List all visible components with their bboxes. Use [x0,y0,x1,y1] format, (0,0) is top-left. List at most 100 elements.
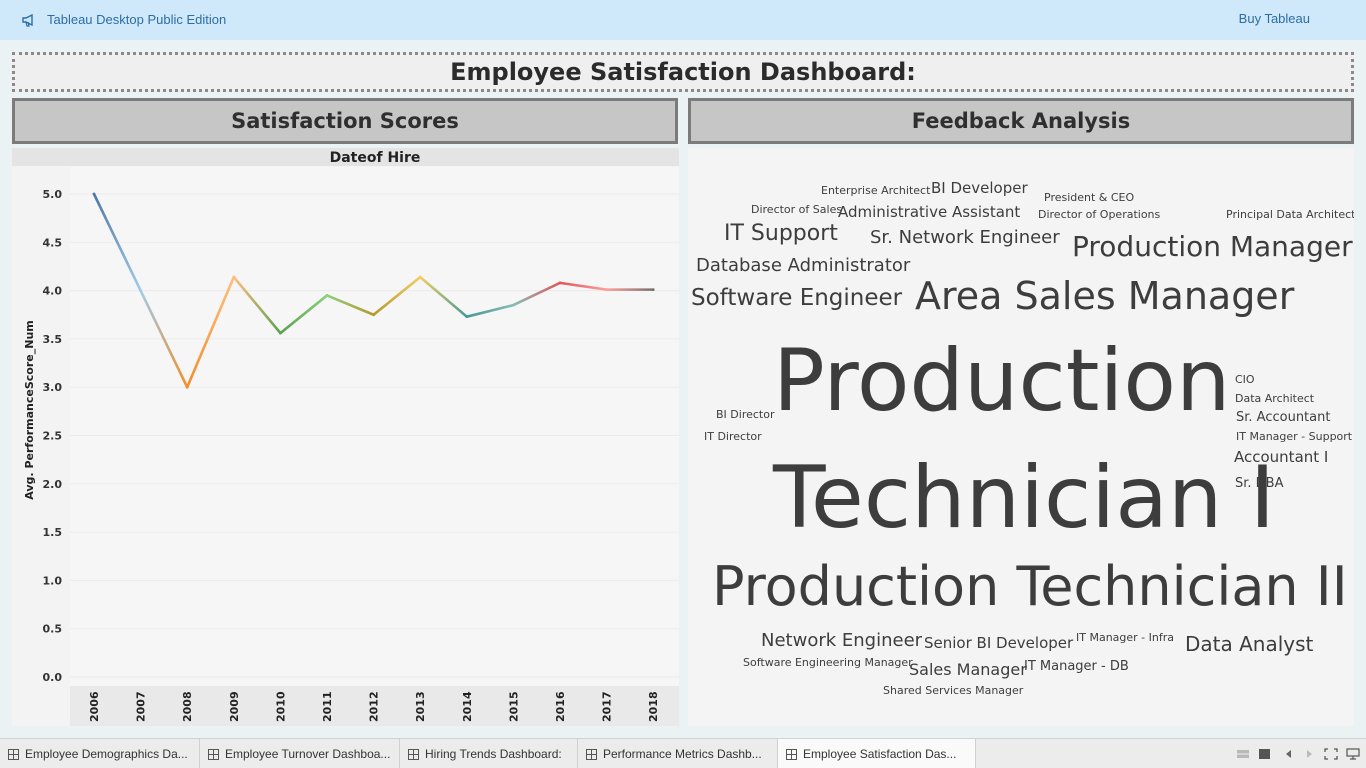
word-software-engineer[interactable]: Software Engineer [691,285,903,311]
word-accountant-i[interactable]: Accountant I [1234,448,1329,466]
word-sales-manager[interactable]: Sales Manager [909,660,1027,679]
word-director-of-sales[interactable]: Director of Sales [751,203,843,216]
data-point-2007[interactable] [139,289,142,292]
y-tick-label: 5.0 [43,188,63,201]
line-segment-2013-2014[interactable] [418,275,469,318]
x-tick-label: 2010 [274,691,287,722]
megaphone-icon[interactable] [21,12,37,28]
show-filmstrip-icon[interactable] [1236,748,1250,760]
word-area-sales-manager[interactable]: Area Sales Manager [915,274,1295,318]
data-point-2008[interactable] [185,385,189,389]
word-database-administrator[interactable]: Database Administrator [696,255,911,276]
word-sr-network-engineer[interactable]: Sr. Network Engineer [870,227,1060,248]
dashboard-grid-icon [208,748,219,760]
data-point-2012[interactable] [372,313,375,317]
sheet-tab-1[interactable]: Employee Demographics Da... [0,739,200,768]
data-point-2011[interactable] [325,294,329,297]
word-production[interactable]: Production [773,331,1231,431]
word-it-support[interactable]: IT Support [724,221,838,246]
fit-screen-icon[interactable] [1324,748,1338,760]
sheet-tab-2[interactable]: Employee Turnover Dashboa... [200,739,400,768]
word-cio[interactable]: CIO [1235,373,1255,386]
sheet-tab-3[interactable]: Hiring Trends Dashboard: [400,739,578,768]
line-segment-2008-2009[interactable] [185,275,236,389]
word-data-analyst[interactable]: Data Analyst [1185,632,1314,656]
word-software-engineering-manager[interactable]: Software Engineering Manager [743,656,913,669]
x-tick-label: 2018 [647,691,660,722]
word-it-manager-support[interactable]: IT Manager - Support [1236,430,1353,443]
line-segment-2014-2015[interactable] [465,303,515,318]
x-tick-label: 2008 [181,691,194,722]
data-point-2014[interactable] [465,315,469,319]
word-technician-i[interactable]: Technician I [773,448,1276,548]
line-segment-2010-2011[interactable] [279,294,329,335]
x-ticks: 2006 2007 2008 2009 2010 2011 2012 2013 2014 2015… [88,691,660,722]
y-tick-label: 3.5 [43,333,63,346]
chart-svg[interactable]: Dateof Hire Avg. PerformanceScore_Num 0.… [12,148,679,726]
show-tabs-icon[interactable] [1258,748,1272,760]
word-sr-accountant[interactable]: Sr. Accountant [1236,410,1331,425]
satisfaction-scores-header: Satisfaction Scores [12,98,678,144]
sheet-tab-5[interactable]: Employee Satisfaction Das... [778,739,976,768]
data-point-2009[interactable] [232,275,236,279]
word-administrative-assistant[interactable]: Administrative Assistant [838,203,1021,221]
x-tick-label: 2007 [135,691,148,722]
next-sheet-icon[interactable] [1302,748,1316,760]
data-point-2013[interactable] [418,275,422,279]
presentation-mode-icon[interactable] [1346,748,1360,760]
word-it-manager-db[interactable]: IT Manager - DB [1024,659,1129,674]
y-tick-label: 0.5 [43,623,63,636]
data-point-2016[interactable] [558,281,562,285]
word-it-manager-infra[interactable]: IT Manager - Infra [1076,631,1174,644]
line-segment-2011-2012[interactable] [325,294,375,317]
sheet-tab-bar: Employee Demographics Da... Employee Turn… [0,738,1366,768]
y-axis-label: Avg. PerformanceScore_Num [23,320,36,499]
y-tick-label: 1.0 [43,574,63,587]
sheet-tab-label: Employee Turnover Dashboa... [225,747,391,761]
x-tick-label: 2015 [507,691,520,722]
previous-sheet-icon[interactable] [1282,748,1296,760]
x-tick-label: 2006 [88,691,101,722]
chart-header-band [12,148,679,166]
line-segment-2007-2008[interactable] [139,289,189,389]
y-tick-label: 2.0 [43,478,63,491]
data-point-2006[interactable] [92,192,96,196]
word-shared-services-manager[interactable]: Shared Services Manager [883,684,1024,697]
x-tick-label: 2009 [228,691,241,722]
buy-tableau-link[interactable]: Buy Tableau [1238,11,1310,26]
word-bi-developer[interactable]: BI Developer [931,179,1028,197]
sheet-tab-label: Hiring Trends Dashboard: [425,747,562,761]
feedback-word-cloud[interactable]: Enterprise Architect BI Developer Presiden… [688,148,1354,726]
word-production-manager[interactable]: Production Manager [1072,230,1353,263]
data-point-2010[interactable] [279,331,282,335]
line-segment-2012-2013[interactable] [372,275,422,317]
line-segment-2009-2010[interactable] [232,275,282,335]
word-it-director[interactable]: IT Director [704,430,762,443]
series-line[interactable] [92,192,655,389]
data-point-2018[interactable] [651,288,655,292]
sheet-tab-4[interactable]: Performance Metrics Dashb... [578,739,778,768]
word-sr-dba[interactable]: Sr. DBA [1235,476,1284,491]
word-production-technician-ii[interactable]: Production Technician II [712,555,1348,618]
top-bar: Tableau Desktop Public Edition Buy Table… [0,0,1366,40]
word-network-engineer[interactable]: Network Engineer [761,630,923,651]
word-president-ceo[interactable]: President & CEO [1044,191,1135,204]
satisfaction-line-chart[interactable]: Dateof Hire Avg. PerformanceScore_Num 0.… [12,148,679,726]
word-senior-bi-developer[interactable]: Senior BI Developer [924,634,1074,652]
sheet-tab-label: Employee Demographics Da... [25,747,188,761]
line-segment-2016-2017[interactable] [558,281,608,291]
line-segment-2015-2016[interactable] [512,281,562,307]
word-bi-director[interactable]: BI Director [716,408,775,421]
line-segment-2006-2007[interactable] [92,192,142,292]
word-enterprise-architect[interactable]: Enterprise Architect [821,184,931,197]
word-director-of-operations[interactable]: Director of Operations [1038,208,1161,221]
data-point-2017[interactable] [605,288,608,292]
word-principal-data-architect[interactable]: Principal Data Architect [1226,208,1354,221]
word-data-architect[interactable]: Data Architect [1235,392,1315,405]
data-point-2015[interactable] [512,303,515,307]
x-tick-label: 2017 [601,691,614,722]
dashboard-grid-icon [786,748,797,760]
y-tick-label: 4.5 [43,236,63,249]
x-axis-band [70,686,679,726]
y-ticks: 0.0 0.5 1.0 1.5 2.0 2.5 3.0 3.5 4.0 4.5 5.0 [43,188,63,684]
